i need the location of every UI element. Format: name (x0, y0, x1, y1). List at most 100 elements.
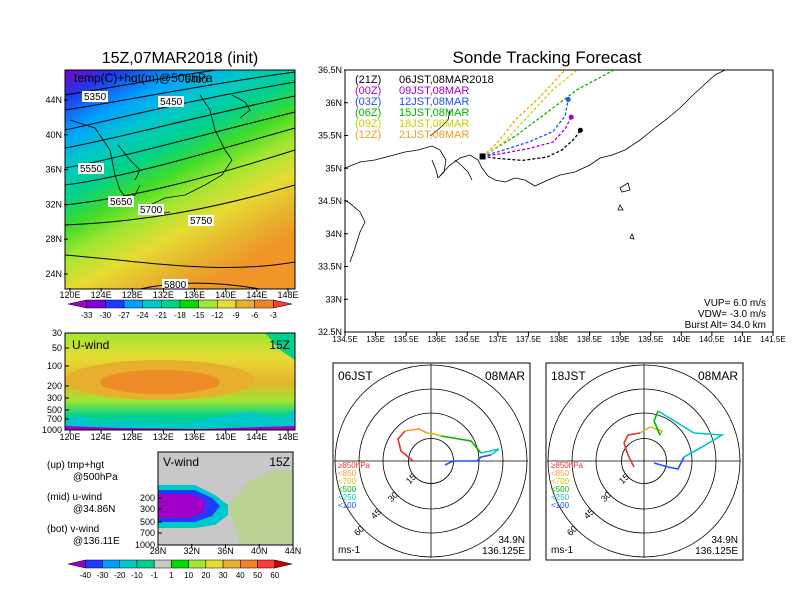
temp-lon-label: 148E (277, 290, 298, 300)
temp-colorbar-label: -27 (118, 311, 130, 320)
map-lat-label: 34.5N (318, 196, 342, 206)
wind-colorbar-swatch (257, 559, 276, 569)
map-lat-label: 35.5N (318, 131, 342, 141)
tracking-title: Sonde Tracking Forecast (453, 48, 642, 67)
wind-colorbar-swatch (205, 559, 224, 569)
note-mid-line2: @34.86N (73, 504, 115, 515)
hodo-trace (480, 448, 500, 456)
hodo-legend-item: <250 (551, 493, 570, 502)
contour-label-5700: 5700 (140, 205, 163, 216)
sonde-track-line (482, 70, 579, 158)
temp-colorbar-label: -3 (270, 311, 278, 320)
track-legend-time: 12JST,08MAR (399, 96, 469, 108)
map-lon-label: 137.5E (516, 335, 541, 344)
temp-lat-label: 36N (45, 165, 62, 175)
wind-colorbar-swatch (188, 559, 207, 569)
hodo-trace (653, 410, 661, 436)
contour-label-5650: 5650 (110, 197, 133, 208)
temp-colorbar-swatch (142, 299, 162, 309)
map-lon-label: 135.5E (393, 335, 418, 344)
vwind-lat-label: 40N (251, 546, 268, 556)
temp-colorbar-label: -21 (156, 311, 168, 320)
track-legend-time: 15JST,08MAR (399, 107, 469, 119)
hodo-left-lon: 136.125E (482, 546, 525, 557)
temp-colorbar-label: -30 (100, 311, 112, 320)
track-legend-code: (06Z) (355, 107, 381, 119)
vwind-lat-label: 28N (150, 546, 167, 556)
map-lon-label: 134.5E (332, 335, 357, 344)
tracking-lon-ticks: 134.5E 135E 135.5E 136E 136.5E 137E 137.5E 138E… (332, 332, 786, 344)
temp-lon-ticks: 120E 124E 128E 132E 136E 140E 144E 148E (59, 288, 299, 300)
hodo-left-date: 08MAR (485, 369, 525, 383)
map-lon-label: 139E (611, 335, 630, 344)
uwind-p-label: 200 (47, 381, 62, 391)
hodo-ring-label: 15 (617, 472, 631, 486)
note-up-line2: @500hPa (73, 472, 118, 483)
temp-colorbar-swatch (254, 299, 274, 309)
uwind-lon-label: 148E (277, 432, 298, 442)
map-lon-label: 136E (427, 335, 446, 344)
wind-colorbar-swatch (84, 559, 103, 569)
wind-colorbar-label: -20 (114, 571, 126, 580)
hodo-trace (404, 428, 428, 434)
hodo-left-unit: ms-1 (338, 545, 361, 556)
wind-colorbar-label: 1 (169, 571, 174, 580)
hodo-legend-item: <700 (551, 477, 570, 486)
hodo-trace (426, 432, 442, 437)
temp-lon-label: 128E (122, 290, 143, 300)
contour-label-5450: 5450 (160, 97, 183, 108)
hodo-right-time: 18JST (551, 369, 586, 383)
temp-lat-label: 32N (45, 199, 62, 209)
temp-hgt-panel: 15Z,07MAR2018 (init) 5350 5450 (45, 50, 298, 320)
temp-lat-label: 28N (45, 234, 62, 244)
uwind-p-label: 300 (47, 393, 62, 403)
wind-colorbar-label: -30 (97, 571, 109, 580)
hodo-trace (440, 435, 482, 454)
hodo-right-unit: ms-1 (551, 545, 574, 556)
wind-colorbar-swatch (153, 559, 172, 569)
temp-colorbar-swatch (235, 299, 255, 309)
contour-label-5800: 5800 (164, 280, 187, 291)
burst-text: Burst Alt= 34.0 km (685, 320, 766, 331)
track-legend-code: (12Z) (355, 129, 381, 141)
wind-colorbar-swatch (222, 559, 241, 569)
temp-lon-label: 120E (59, 290, 80, 300)
wind-colorbar-swatch (136, 559, 155, 569)
wind-colorbar-label: 50 (253, 571, 262, 580)
sonde-burst-point (568, 114, 574, 120)
contour-label-5350: 5350 (84, 92, 107, 103)
map-lat-label: 32.5N (318, 327, 342, 337)
map-lon-label: 138E (550, 335, 569, 344)
hodo-trace (444, 454, 492, 466)
hodo-legend-item: <100 (551, 501, 570, 510)
vwind-lat-label: 36N (217, 546, 234, 556)
uwind-p-label: 500 (47, 405, 62, 415)
note-bot-line1: (bot) v-wind (47, 524, 99, 535)
map-lon-label: 135E (366, 335, 385, 344)
sonde-track-line (482, 129, 581, 162)
note-up-line1: (up) tmp+hgt (47, 460, 104, 471)
launch-site-marker (479, 153, 486, 160)
track-legend-code: (09Z) (355, 118, 381, 130)
height-contours (65, 70, 295, 289)
note-bot-line2: @136.11E (73, 536, 120, 547)
map-lon-label: 140.5E (699, 335, 724, 344)
temp-colorbar-swatch (217, 299, 237, 309)
vwind-p-label: 300 (140, 504, 155, 514)
hodo-trace (397, 430, 414, 462)
wind-colorbar-swatch (67, 559, 86, 569)
vdw-text: VDW= -3.0 m/s (698, 309, 766, 320)
wind-colorbar-swatch (240, 559, 258, 569)
map-lon-label: 136.5E (455, 335, 480, 344)
track-legend-time: 21JST,08MAR (399, 129, 469, 141)
track-legend-time: 18JST,08MAR (399, 118, 469, 130)
temp-colorbar-swatch (67, 299, 87, 309)
uwind-lon-label: 140E (215, 432, 236, 442)
temp-lon-label: 124E (91, 290, 112, 300)
wind-colorbar-swatch (171, 559, 189, 569)
contour-labels: 5350 5450 5550 5650 5700 5750 5800 5400 (78, 75, 214, 291)
uwind-time: 15Z (269, 338, 290, 352)
